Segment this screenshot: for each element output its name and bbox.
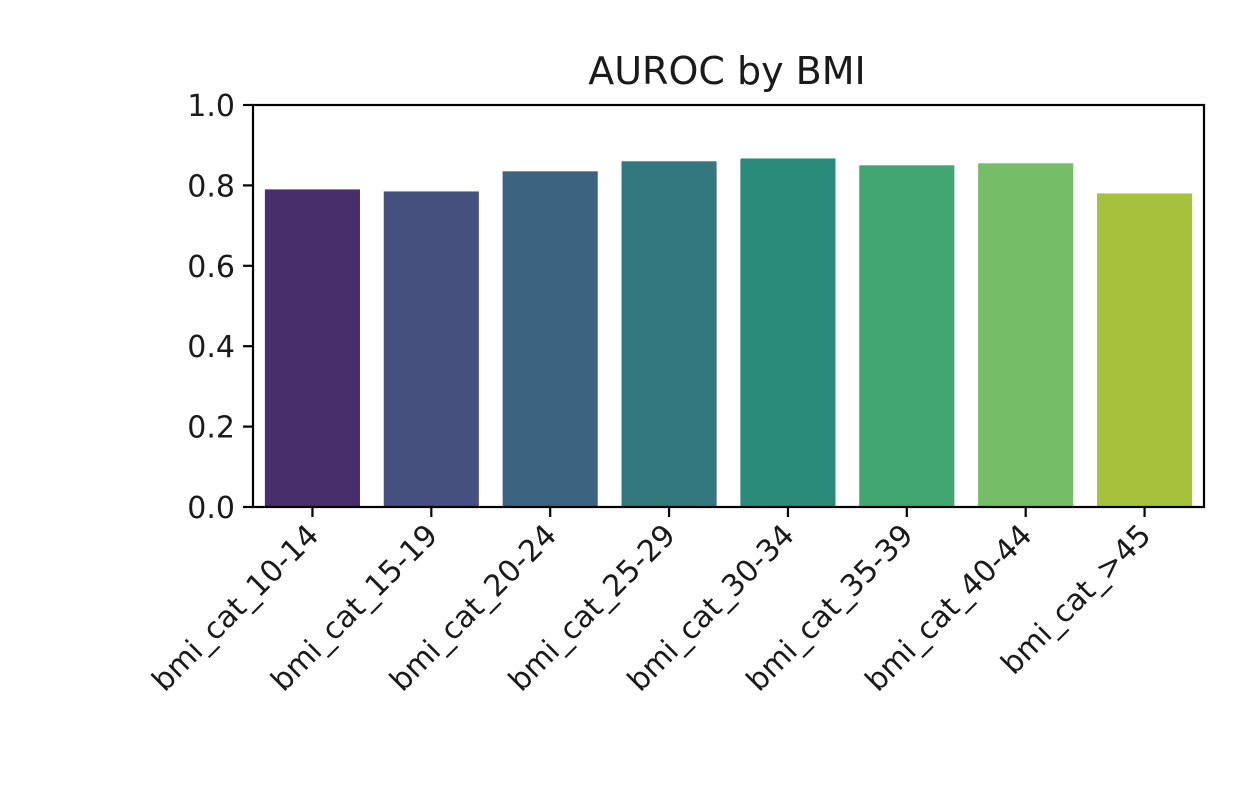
- y-tick-label: 0.2: [187, 411, 235, 446]
- plot-frame: [251, 103, 1206, 509]
- y-tick-label: 1.0: [187, 89, 235, 124]
- bar-bmi_cat_30-34: [740, 158, 836, 507]
- bar-bmi_cat_25-29: [621, 161, 717, 507]
- bar-bmi_cat_20-24: [502, 171, 598, 507]
- y-tick-label: 0.6: [187, 250, 235, 285]
- y-axis-ticks: 0.0 0.2 0.4 0.6 0.8 1.0: [187, 89, 253, 526]
- bars-layer: [264, 158, 1193, 508]
- bar-bmi_cat_40-44: [978, 163, 1074, 508]
- axes-layer: [251, 103, 1206, 509]
- y-tick-label: 0.8: [187, 169, 235, 204]
- bar-bmi_cat_>45: [1097, 193, 1193, 507]
- bar-bmi_cat_15-19: [383, 191, 479, 507]
- bar-bmi_cat_35-39: [859, 165, 955, 508]
- chart-title: AUROC by BMI: [588, 49, 866, 93]
- y-tick-label: 0.0: [187, 491, 235, 526]
- y-tick-label: 0.4: [187, 330, 235, 365]
- x-axis-ticks: bmi_cat_10-14bmi_cat_15-19bmi_cat_20-24b…: [145, 507, 1158, 699]
- bar-bmi_cat_10-14: [264, 189, 360, 508]
